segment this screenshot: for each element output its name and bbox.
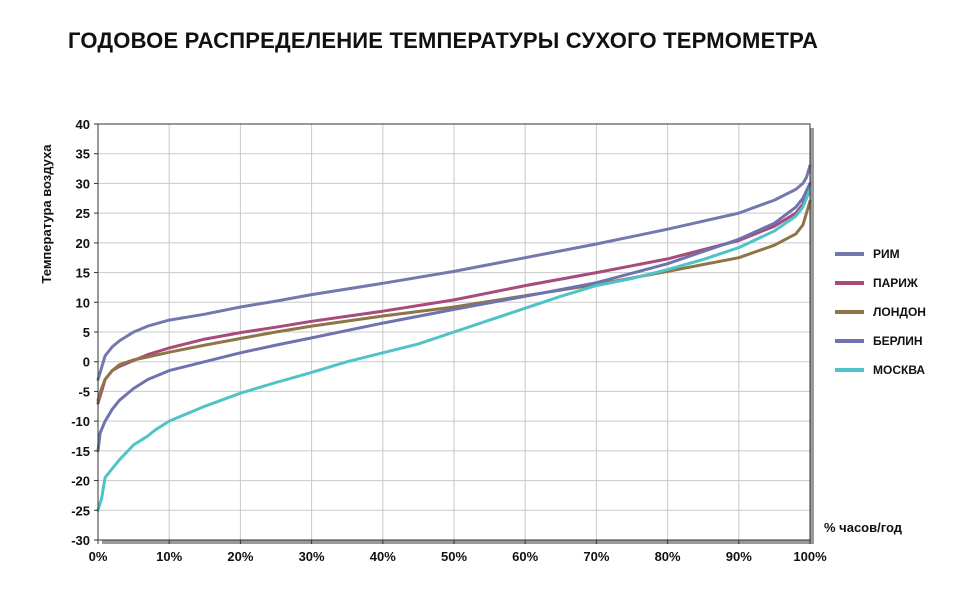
x-tick-label: 80% (655, 549, 681, 564)
y-tick-label: -10 (71, 414, 90, 429)
y-tick-label: -15 (71, 444, 90, 459)
series-line (96, 199, 812, 402)
series-line (96, 181, 812, 453)
legend-label: БЕРЛИН (873, 334, 923, 348)
y-tick-label: -5 (78, 384, 90, 399)
y-axis-label: Температура воздуха (39, 144, 54, 284)
x-tick-label: 50% (441, 549, 467, 564)
legend-label: ПАРИЖ (873, 276, 918, 290)
y-tick-label: 35 (76, 147, 90, 162)
legend: РИМ ПАРИЖ ЛОНДОН БЕРЛИН МОСКВА (835, 247, 926, 377)
x-tick-label: 0% (89, 549, 108, 564)
series-line (96, 164, 812, 381)
y-tick-label: 20 (76, 236, 90, 251)
y-tick-label: -30 (71, 533, 90, 548)
y-tick-label: 0 (83, 355, 90, 370)
y-tick-label: 40 (76, 117, 90, 132)
y-tick-label: 10 (76, 295, 90, 310)
series-line (96, 187, 812, 512)
y-tick-label: -25 (71, 503, 90, 518)
plot-frame (97, 123, 811, 541)
y-tick-label: 25 (76, 206, 90, 221)
y-tick-label: 15 (76, 266, 90, 281)
x-tick-label: 100% (793, 549, 827, 564)
chart-title: ГОДОВОЕ РАСПРЕДЕЛЕНИЕ ТЕМПЕРАТУРЫ СУХОГО… (68, 28, 819, 53)
y-tick-label: 5 (83, 325, 90, 340)
x-tick-label: 70% (583, 549, 609, 564)
x-axis-label: % часов/год (824, 520, 903, 535)
x-tick-label: 90% (726, 549, 752, 564)
x-tick-label: 10% (156, 549, 182, 564)
x-tick-label: 60% (512, 549, 538, 564)
y-tick-label: -20 (71, 474, 90, 489)
axes: 0% 10% 20% 30% 40% 50% 60% 70% 80% 90% 100% 40 35 30 2… (71, 117, 827, 564)
x-tick-label: 20% (227, 549, 253, 564)
series-lines (96, 164, 812, 512)
legend-label: ЛОНДОН (873, 305, 926, 319)
x-tick-label: 40% (370, 549, 396, 564)
y-tick-label: 30 (76, 176, 90, 191)
x-tick-label: 30% (299, 549, 325, 564)
grid (97, 123, 814, 544)
legend-label: МОСКВА (873, 363, 925, 377)
legend-label: РИМ (873, 247, 900, 261)
